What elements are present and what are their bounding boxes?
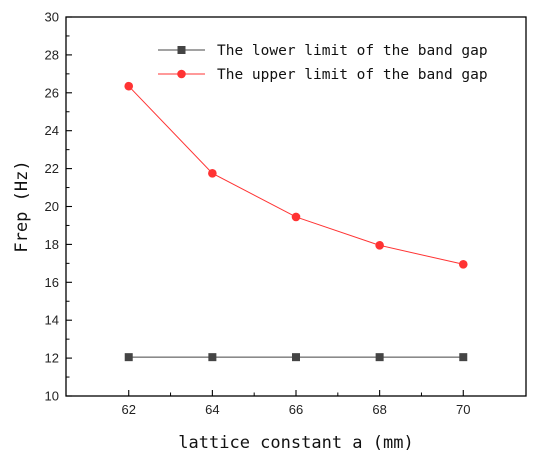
data-point-circle xyxy=(124,81,134,91)
legend-label: The lower limit of the band gap xyxy=(217,43,488,59)
x-tick-label: 70 xyxy=(456,402,470,417)
y-tick-label: 12 xyxy=(45,351,59,366)
data-point-circle xyxy=(458,259,468,269)
data-point-square xyxy=(177,46,186,54)
data-point-circle xyxy=(375,241,384,250)
y-tick-label: 10 xyxy=(45,389,59,404)
data-point-circle xyxy=(291,212,301,222)
y-tick-label: 24 xyxy=(45,123,59,138)
data-point-square xyxy=(124,353,133,362)
x-tick-label: 68 xyxy=(372,402,386,417)
data-point-square xyxy=(375,353,384,362)
data-point-circle xyxy=(177,69,186,79)
data-point-square xyxy=(208,353,217,362)
y-tick-label: 26 xyxy=(45,85,59,100)
series-line xyxy=(128,85,464,265)
data-point-square xyxy=(459,353,468,362)
legend: The lower limit of the band gap The upper… xyxy=(158,43,488,83)
data-point-square xyxy=(292,353,300,362)
y-tick-label: 18 xyxy=(45,237,59,252)
y-tick-label: 30 xyxy=(45,10,59,25)
y-tick-label: 28 xyxy=(45,47,59,62)
x-tick-label: 64 xyxy=(205,402,219,417)
x-tick-label: 62 xyxy=(121,402,135,417)
y-axis-title: Frep (Hz) xyxy=(12,160,32,252)
y-tick-label: 14 xyxy=(45,313,59,328)
series-layer xyxy=(124,81,468,362)
y-tick-label: 16 xyxy=(45,275,59,290)
x-axis: 62 64 66 68 70 xyxy=(121,390,471,417)
data-point-circle xyxy=(208,169,217,178)
legend-label: The upper limit of the band gap xyxy=(217,67,488,83)
x-tick-label: 66 xyxy=(289,402,303,417)
y-axis: 10 12 14 16 18 20 22 24 26 28 30 xyxy=(45,10,72,404)
y-tick-label: 20 xyxy=(45,199,59,214)
y-tick-label: 22 xyxy=(45,161,59,176)
x-axis-title: lattice constant a (mm) xyxy=(178,433,413,453)
